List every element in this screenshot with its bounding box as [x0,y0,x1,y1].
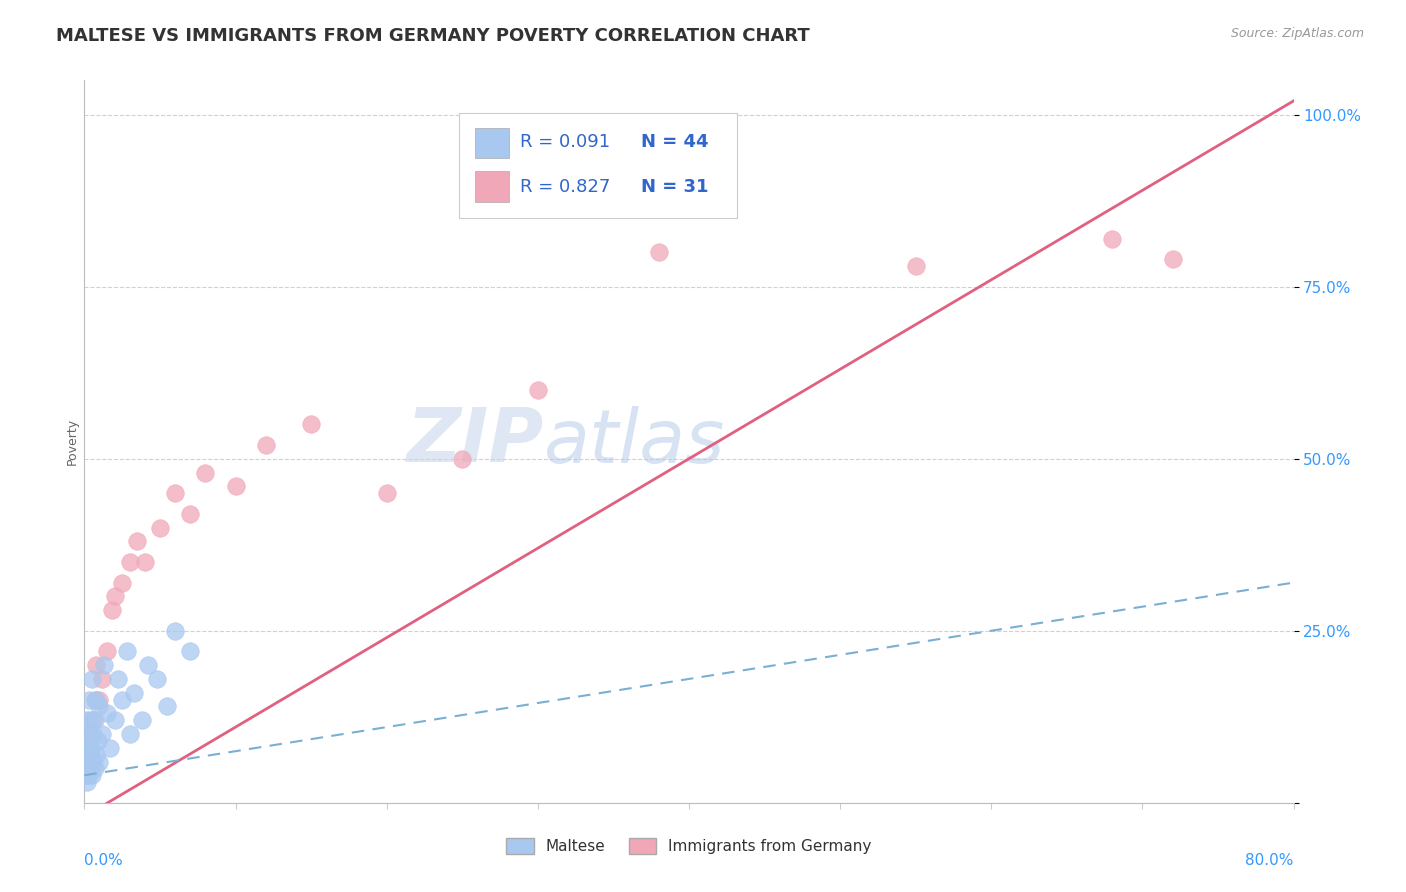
Point [89,692,111,706]
Point [1161,252,1184,267]
Point [87,734,110,748]
Point [80,768,103,782]
Point [79,761,101,775]
Point [100,603,122,617]
Point [156,699,179,714]
Point [86,747,108,762]
Point [91,727,114,741]
Point [118,555,141,569]
Point [75,740,97,755]
Text: R = 0.091: R = 0.091 [520,133,610,151]
Point [75,761,97,775]
Point [648,245,671,260]
Text: N = 31: N = 31 [641,178,709,196]
Point [122,686,145,700]
Point [254,438,277,452]
Point [84,761,107,775]
Point [165,624,187,638]
FancyBboxPatch shape [460,112,737,218]
Point [149,520,172,534]
Point [91,672,114,686]
Text: ZIP: ZIP [406,405,544,478]
Point [904,259,927,273]
Point [107,672,129,686]
Point [82,755,104,769]
Point [82,713,104,727]
Point [98,740,121,755]
Point [179,644,201,658]
Point [75,755,97,769]
Point [79,747,101,762]
Point [131,713,153,727]
Point [76,761,98,775]
Point [146,672,169,686]
Point [89,755,111,769]
Point [115,644,138,658]
Point [76,755,98,769]
Point [89,699,111,714]
Point [165,486,187,500]
Text: N = 44: N = 44 [641,133,709,151]
Point [76,747,98,762]
Point [77,768,100,782]
Point [179,507,201,521]
Point [77,740,100,755]
Point [527,383,550,397]
Y-axis label: Poverty: Poverty [66,418,79,465]
Point [80,755,103,769]
Point [136,658,159,673]
Point [1101,231,1123,245]
Point [111,575,134,590]
Point [134,555,156,569]
Point [375,486,398,500]
FancyBboxPatch shape [475,128,509,158]
Text: atlas: atlas [544,406,725,477]
Point [84,692,107,706]
Point [451,451,474,466]
Point [299,417,322,432]
Point [111,692,134,706]
Text: R = 0.827: R = 0.827 [520,178,610,196]
Point [76,727,98,741]
Point [86,658,108,673]
Point [75,768,97,782]
Point [80,740,103,755]
Point [77,740,100,755]
Point [80,672,103,686]
Point [79,713,101,727]
Point [84,713,107,727]
Point [76,713,98,727]
Point [82,727,104,741]
Text: 0.0%: 0.0% [84,854,124,869]
FancyBboxPatch shape [475,171,509,202]
Point [79,727,101,741]
Point [96,706,118,721]
Text: MALTESE VS IMMIGRANTS FROM GERMANY POVERTY CORRELATION CHART: MALTESE VS IMMIGRANTS FROM GERMANY POVER… [56,27,810,45]
Point [77,755,100,769]
Point [75,768,97,782]
Point [104,590,127,604]
Point [127,534,149,549]
Point [104,713,127,727]
Point [76,775,98,789]
Legend: Maltese, Immigrants from Germany: Maltese, Immigrants from Germany [501,832,877,860]
Point [86,692,108,706]
Point [194,466,217,480]
Point [93,658,115,673]
Point [77,692,100,706]
Point [118,727,141,741]
Point [96,644,118,658]
Text: 80.0%: 80.0% [1246,854,1294,869]
Text: Source: ZipAtlas.com: Source: ZipAtlas.com [1230,27,1364,40]
Point [225,479,247,493]
